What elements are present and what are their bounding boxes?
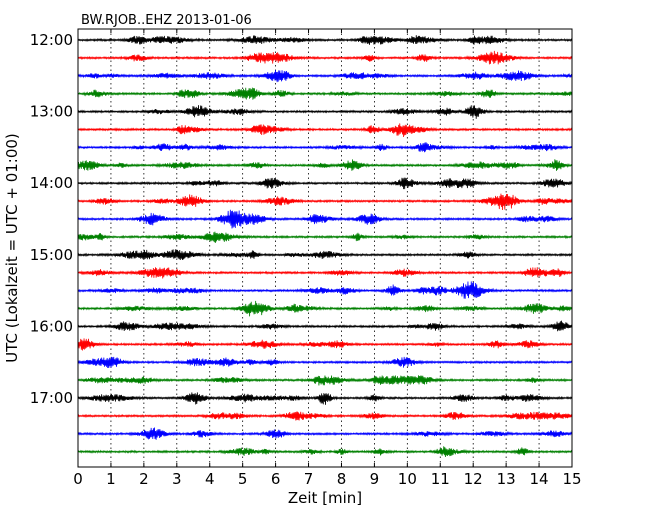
x-tick-label: 15 (562, 470, 581, 488)
seismic-trace (77, 446, 573, 457)
x-tick-label: 9 (370, 470, 380, 488)
y-tick-label: 14:00 (30, 174, 73, 192)
traces (77, 35, 573, 457)
seismic-trace (77, 35, 573, 45)
seismic-trace (77, 338, 573, 351)
x-tick-label: 4 (205, 470, 215, 488)
seismic-trace (77, 411, 573, 421)
seismic-trace (77, 123, 573, 137)
seismic-trace (77, 177, 573, 190)
seismic-trace (77, 50, 573, 65)
y-tick-label: 12:00 (30, 31, 73, 49)
plot-frame (77, 28, 573, 468)
x-tick-label: 11 (431, 470, 450, 488)
x-axis: 0 1 2 3 4 5 6 7 8 9 10 11 12 13 14 15 (73, 29, 582, 488)
x-tick-label: 0 (73, 470, 83, 488)
seismic-trace (77, 249, 573, 261)
y-axis: 12:00 13:00 14:00 15:00 16:00 17:00 (30, 31, 572, 407)
x-tick-label: 13 (497, 470, 516, 488)
seismic-trace (77, 320, 573, 332)
x-tick-label: 5 (238, 470, 248, 488)
seismic-trace (77, 231, 573, 243)
seismic-trace (77, 193, 573, 211)
seismic-trace (77, 142, 573, 153)
x-tick-label: 6 (271, 470, 281, 488)
x-tick-label: 2 (139, 470, 149, 488)
x-tick-label: 14 (530, 470, 549, 488)
y-tick-label: 15:00 (30, 246, 73, 264)
seismic-trace (77, 281, 573, 299)
seismic-trace (77, 209, 573, 229)
x-tick-label: 7 (304, 470, 314, 488)
seismic-trace (77, 427, 573, 440)
seismic-trace (77, 70, 573, 83)
x-tick-label: 3 (172, 470, 182, 488)
y-axis-label: UTC (Lokalzeit = UTC + 01:00) (3, 133, 21, 363)
y-tick-label: 16:00 (30, 317, 73, 335)
seismic-trace (77, 105, 573, 119)
x-axis-label: Zeit [min] (288, 489, 362, 507)
y-tick-label: 17:00 (30, 389, 73, 407)
x-tick-label: 10 (398, 470, 417, 488)
seismic-trace (77, 87, 573, 100)
seismic-trace (77, 356, 573, 368)
seismic-trace (77, 267, 573, 279)
x-tick-label: 8 (337, 470, 347, 488)
seismic-trace (77, 392, 573, 405)
y-tick-label: 13:00 (30, 103, 73, 121)
x-tick-label: 12 (464, 470, 483, 488)
seismic-trace (77, 159, 573, 171)
seismic-trace (77, 375, 573, 386)
seismic-trace (77, 300, 573, 317)
x-grid (110, 29, 540, 467)
x-tick-label: 1 (106, 470, 116, 488)
chart-title: BW.RJOB..EHZ 2013-01-06 (81, 13, 252, 28)
